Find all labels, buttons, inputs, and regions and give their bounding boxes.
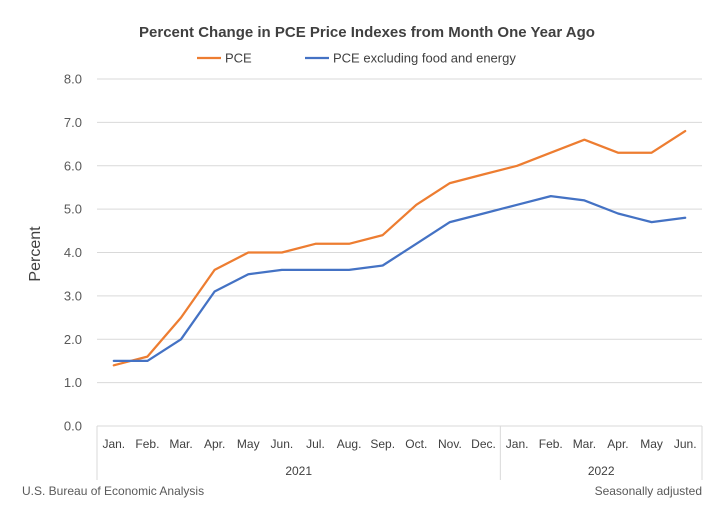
x-tick-label: Apr.: [607, 437, 628, 451]
x-tick-label: Oct.: [405, 437, 427, 451]
y-tick-label: 1.0: [64, 375, 82, 390]
source-note: U.S. Bureau of Economic Analysis: [22, 484, 205, 498]
y-axis-ticks: 0.0 1.0 2.0 3.0 4.0 5.0 6.0 7.0 8.0: [64, 72, 82, 434]
x-tick-label: Nov.: [438, 437, 462, 451]
x-tick-label: Dec.: [471, 437, 496, 451]
y-axis-label: Percent: [27, 226, 44, 282]
x-axis: Jan. Feb. Mar. Apr. May Jun. Jul. Aug. Sep. Oct. N…: [96, 425, 703, 480]
series-line-1: [112, 194, 687, 363]
y-tick-label: 6.0: [64, 158, 82, 173]
x-tick-label: Jan.: [506, 437, 529, 451]
x-tick-label: Aug.: [337, 437, 362, 451]
series-line-0: [112, 129, 687, 367]
y-tick-label: 5.0: [64, 202, 82, 217]
x-tick-label: Mar.: [169, 437, 192, 451]
adjustment-note: Seasonally adjusted: [594, 484, 702, 498]
series-lines: [112, 129, 687, 367]
x-tick-label: Jul.: [306, 437, 325, 451]
y-tick-label: 4.0: [64, 245, 82, 260]
legend-label: PCE: [225, 51, 252, 66]
gridlines: [97, 78, 702, 384]
x-tick-label: Feb.: [539, 437, 563, 451]
year-label: 2021: [285, 464, 312, 478]
x-tick-label: May: [640, 437, 663, 451]
x-tick-label: Jun.: [271, 437, 294, 451]
x-tick-label: Jun.: [674, 437, 697, 451]
year-label: 2022: [588, 464, 615, 478]
chart-title: Percent Change in PCE Price Indexes from…: [139, 24, 595, 41]
legend-label: PCE excluding food and energy: [333, 51, 516, 66]
x-tick-label: Jan.: [102, 437, 125, 451]
y-tick-label: 0.0: [64, 419, 82, 434]
y-tick-label: 3.0: [64, 288, 82, 303]
legend: PCE PCE excluding food and energy: [197, 51, 516, 66]
y-tick-label: 7.0: [64, 115, 82, 130]
x-tick-label: Feb.: [135, 437, 159, 451]
x-tick-label: May: [237, 437, 260, 451]
y-tick-label: 8.0: [64, 72, 82, 87]
x-tick-label: Mar.: [573, 437, 596, 451]
x-tick-label: Sep.: [370, 437, 395, 451]
x-tick-label: Apr.: [204, 437, 225, 451]
y-tick-label: 2.0: [64, 332, 82, 347]
